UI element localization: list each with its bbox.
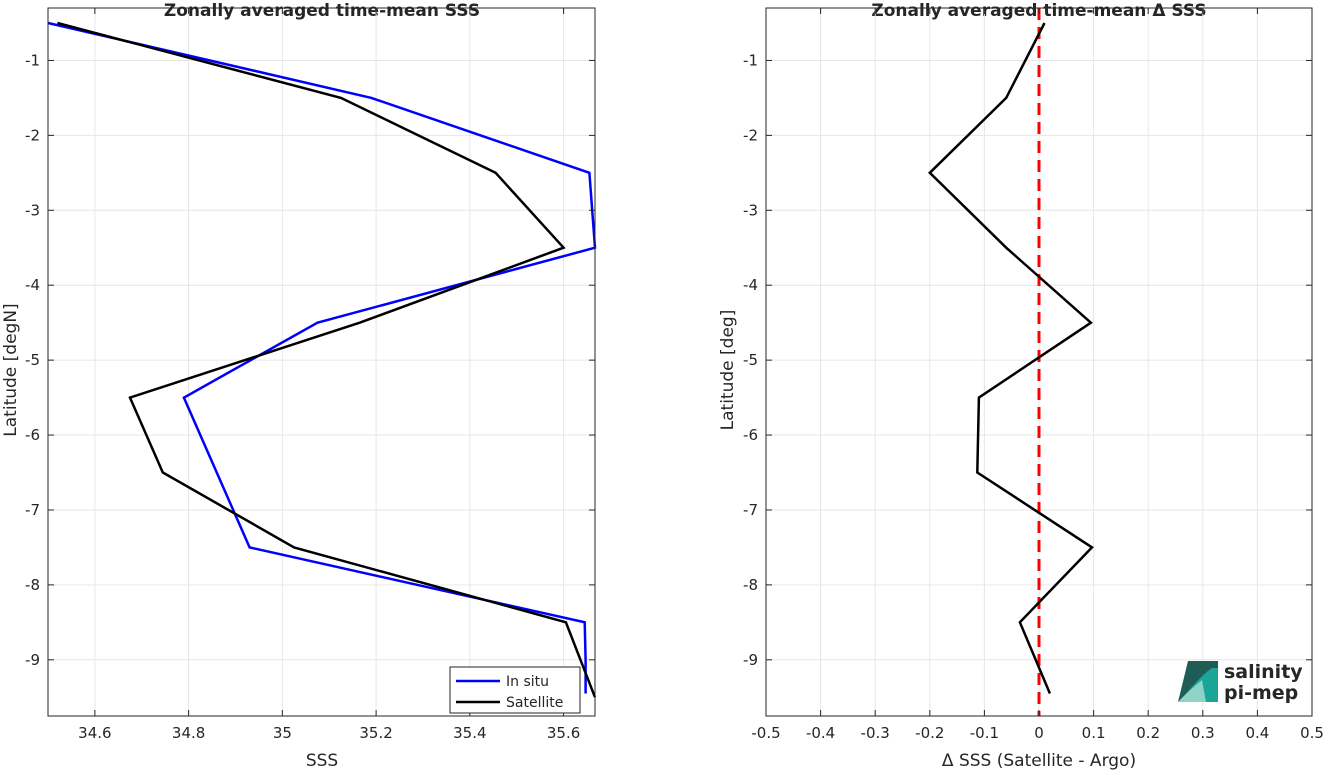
y-tick-label: -6 [743, 426, 758, 444]
x-tick-label: 0.5 [1300, 724, 1324, 742]
y-tick-label: -9 [25, 651, 40, 669]
sss-profile-chart: Zonally averaged time-mean SSS SSS Latit… [1, 1, 597, 770]
y-tick-label: -8 [743, 576, 758, 594]
x-tick-label: 35 [273, 724, 292, 742]
x-tick-label: 35.2 [359, 724, 392, 742]
y-tick-label: -7 [743, 501, 758, 519]
series-line-satellite [57, 21, 597, 698]
legend-label: In situ [506, 674, 549, 690]
y-tick-label: -2 [743, 126, 758, 144]
x-tick-label: 34.8 [172, 724, 205, 742]
x-tick-label: 35.4 [453, 724, 486, 742]
x-tick-label: -0.2 [915, 724, 944, 742]
y-tick-label: -8 [25, 576, 40, 594]
x-tick-label: 0.1 [1082, 724, 1106, 742]
x-tick-label: 34.6 [78, 724, 111, 742]
x-axis-label: Δ SSS (Satellite - Argo) [942, 751, 1136, 770]
y-tick-label: -3 [743, 201, 758, 219]
y-tick-label: -7 [25, 501, 40, 519]
logo-text-line1: salinity [1224, 661, 1303, 683]
y-tick-label: -1 [25, 51, 40, 69]
x-tick-label: -0.3 [861, 724, 890, 742]
y-axis-label: Latitude [degN] [1, 303, 21, 436]
axes-box [47, 7, 596, 717]
y-tick-label: -6 [25, 426, 40, 444]
legend: In situ Satellite [449, 666, 581, 714]
y-tick-label: -5 [743, 351, 758, 369]
y-tick-label: -4 [743, 276, 758, 294]
series-line-in-situ [47, 21, 597, 694]
y-tick-label: -9 [743, 651, 758, 669]
x-tick-label: -0.1 [970, 724, 999, 742]
x-tick-label: 0.3 [1191, 724, 1215, 742]
x-tick-label: 35.6 [547, 724, 580, 742]
y-tick-label: -1 [743, 51, 758, 69]
x-tick-label: 0 [1034, 724, 1044, 742]
y-tick-label: -5 [25, 351, 40, 369]
series-line-0 [928, 22, 1094, 694]
x-tick-label: 0.2 [1136, 724, 1160, 742]
chart-title: Zonally averaged time-mean SSS [164, 1, 480, 21]
x-axis-label: SSS [306, 751, 338, 770]
logo-wave-front [1178, 680, 1206, 702]
y-tick-label: -4 [25, 276, 40, 294]
x-tick-label: -0.4 [806, 724, 835, 742]
x-tick-label: -0.5 [751, 724, 780, 742]
delta-sss-profile-chart: Zonally averaged time-mean Δ SSS Δ SSS (… [718, 1, 1324, 770]
salinity-pi-mep-logo: salinity pi-mep [1178, 661, 1303, 704]
legend-box [449, 666, 581, 714]
legend-label: Satellite [506, 695, 563, 711]
y-tick-label: -2 [25, 126, 40, 144]
logo-text-line2: pi-mep [1224, 682, 1298, 704]
y-tick-label: -3 [25, 201, 40, 219]
y-axis-label: Latitude [deg] [718, 310, 738, 431]
x-tick-label: 0.4 [1245, 724, 1269, 742]
